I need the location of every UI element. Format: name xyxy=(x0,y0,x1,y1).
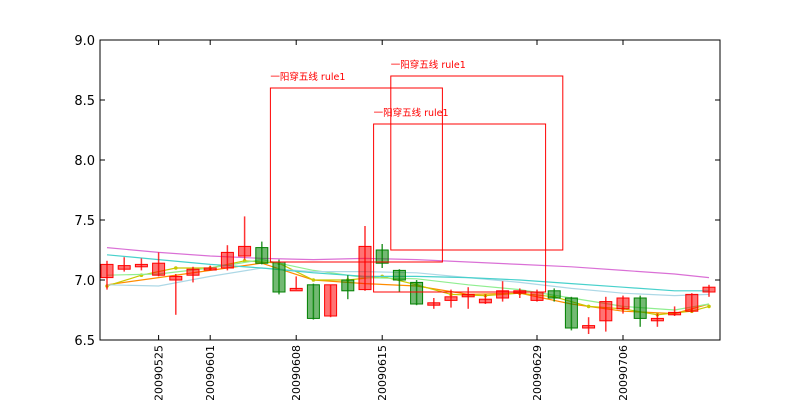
moving-average-point xyxy=(311,278,316,282)
plot-area: 一阳穿五线 rule1 一阳穿五线 rule1 一阳穿五线 rule1 xyxy=(100,59,716,334)
candle-34 xyxy=(685,293,699,313)
moving-average-point xyxy=(586,304,591,309)
candle-body xyxy=(392,269,406,281)
candle-body xyxy=(650,317,664,322)
candle-0 xyxy=(100,260,114,290)
pattern-annotation-label: 一阳穿五线 rule1 xyxy=(270,71,345,83)
candle-33 xyxy=(668,306,682,316)
candle-body xyxy=(341,279,355,292)
candle-16 xyxy=(375,244,389,268)
candle-body xyxy=(324,284,338,317)
candle-3 xyxy=(152,252,166,277)
candle-2 xyxy=(134,258,148,271)
candle-body xyxy=(702,286,716,293)
candle-body xyxy=(117,265,131,270)
candle-body xyxy=(582,325,596,329)
candle-5 xyxy=(186,266,200,283)
x-date-label: 20090525 xyxy=(153,345,166,400)
y-tick-label: 7.5 xyxy=(74,214,95,229)
candle-6 xyxy=(203,265,217,271)
candle-body xyxy=(685,293,699,312)
candle-1 xyxy=(117,257,131,272)
candle-10 xyxy=(272,259,286,295)
x-date-label: 20090629 xyxy=(531,345,544,400)
candle-body xyxy=(410,281,424,305)
candle-4 xyxy=(169,274,183,315)
candle-body xyxy=(203,267,217,271)
candle-body xyxy=(152,262,166,276)
candle-28 xyxy=(582,317,596,334)
candle-30 xyxy=(616,295,630,314)
candle-body xyxy=(616,297,630,310)
y-tick-label: 9.0 xyxy=(74,34,95,49)
candle-body xyxy=(169,275,183,281)
moving-average-line-4 xyxy=(106,254,709,292)
candle-8 xyxy=(238,216,252,260)
candle-31 xyxy=(633,295,647,327)
candle-body xyxy=(633,297,647,319)
moving-average-line-5 xyxy=(106,247,710,279)
pattern-annotation-box xyxy=(373,123,547,293)
pattern-annotation-label: 一阳穿五线 rule1 xyxy=(391,59,466,71)
candle-body xyxy=(220,251,234,269)
candle-19 xyxy=(427,298,441,309)
candle-body xyxy=(134,263,148,268)
candle-22 xyxy=(478,294,492,304)
candle-body xyxy=(427,302,441,306)
candle-14 xyxy=(341,275,355,300)
candle-body xyxy=(547,290,561,299)
candle-17 xyxy=(392,269,406,292)
candle-body xyxy=(496,290,510,299)
candle-26 xyxy=(547,288,561,302)
candle-body xyxy=(100,263,114,279)
candle-body xyxy=(564,297,578,329)
candle-body xyxy=(668,311,682,316)
candle-body xyxy=(461,293,475,298)
x-date-label: 20090706 xyxy=(617,345,630,400)
candle-18 xyxy=(410,280,424,306)
candle-body xyxy=(530,291,544,301)
candle-body xyxy=(255,247,269,264)
moving-average-point xyxy=(174,266,178,270)
candle-15 xyxy=(358,226,372,291)
candle-20 xyxy=(444,289,458,308)
x-date-label: 20090601 xyxy=(204,345,217,400)
x-date-label: 20090615 xyxy=(376,345,389,400)
moving-average-point xyxy=(707,304,711,309)
candle-9 xyxy=(255,241,269,265)
pattern-annotation-box xyxy=(269,87,443,263)
pattern-annotation-box xyxy=(390,75,564,251)
candle-21 xyxy=(461,287,475,309)
x-date-label: 20090608 xyxy=(290,345,303,400)
candle-7 xyxy=(220,245,234,271)
candle-13 xyxy=(324,284,338,318)
candle-body xyxy=(272,261,286,293)
candle-body xyxy=(375,249,389,264)
candle-body xyxy=(306,284,320,319)
moving-average-line-3 xyxy=(106,267,710,297)
plot-frame xyxy=(99,39,721,341)
candle-29 xyxy=(599,296,613,332)
candle-32 xyxy=(650,313,664,327)
y-tick-label: 8.5 xyxy=(74,94,95,109)
y-tick-label: 7.0 xyxy=(74,274,95,289)
candle-body xyxy=(238,245,252,257)
candle-12 xyxy=(306,283,320,320)
pattern-annotation-label: 一阳穿五线 rule1 xyxy=(374,107,449,119)
candle-body xyxy=(358,245,372,291)
candle-body xyxy=(289,287,303,292)
candle-11 xyxy=(289,276,303,292)
y-tick-label: 6.5 xyxy=(74,334,95,349)
y-tick-label: 8.0 xyxy=(74,154,95,169)
candle-23 xyxy=(496,281,510,302)
candle-body xyxy=(599,301,613,322)
candle-27 xyxy=(564,296,578,331)
candle-body xyxy=(478,298,492,304)
candle-35 xyxy=(702,284,716,297)
candle-body xyxy=(186,268,200,276)
axes: 6.5 7.0 7.5 8.0 8.5 9.0 20090525 20090601 200906… xyxy=(74,34,720,400)
candle-body xyxy=(444,296,458,301)
